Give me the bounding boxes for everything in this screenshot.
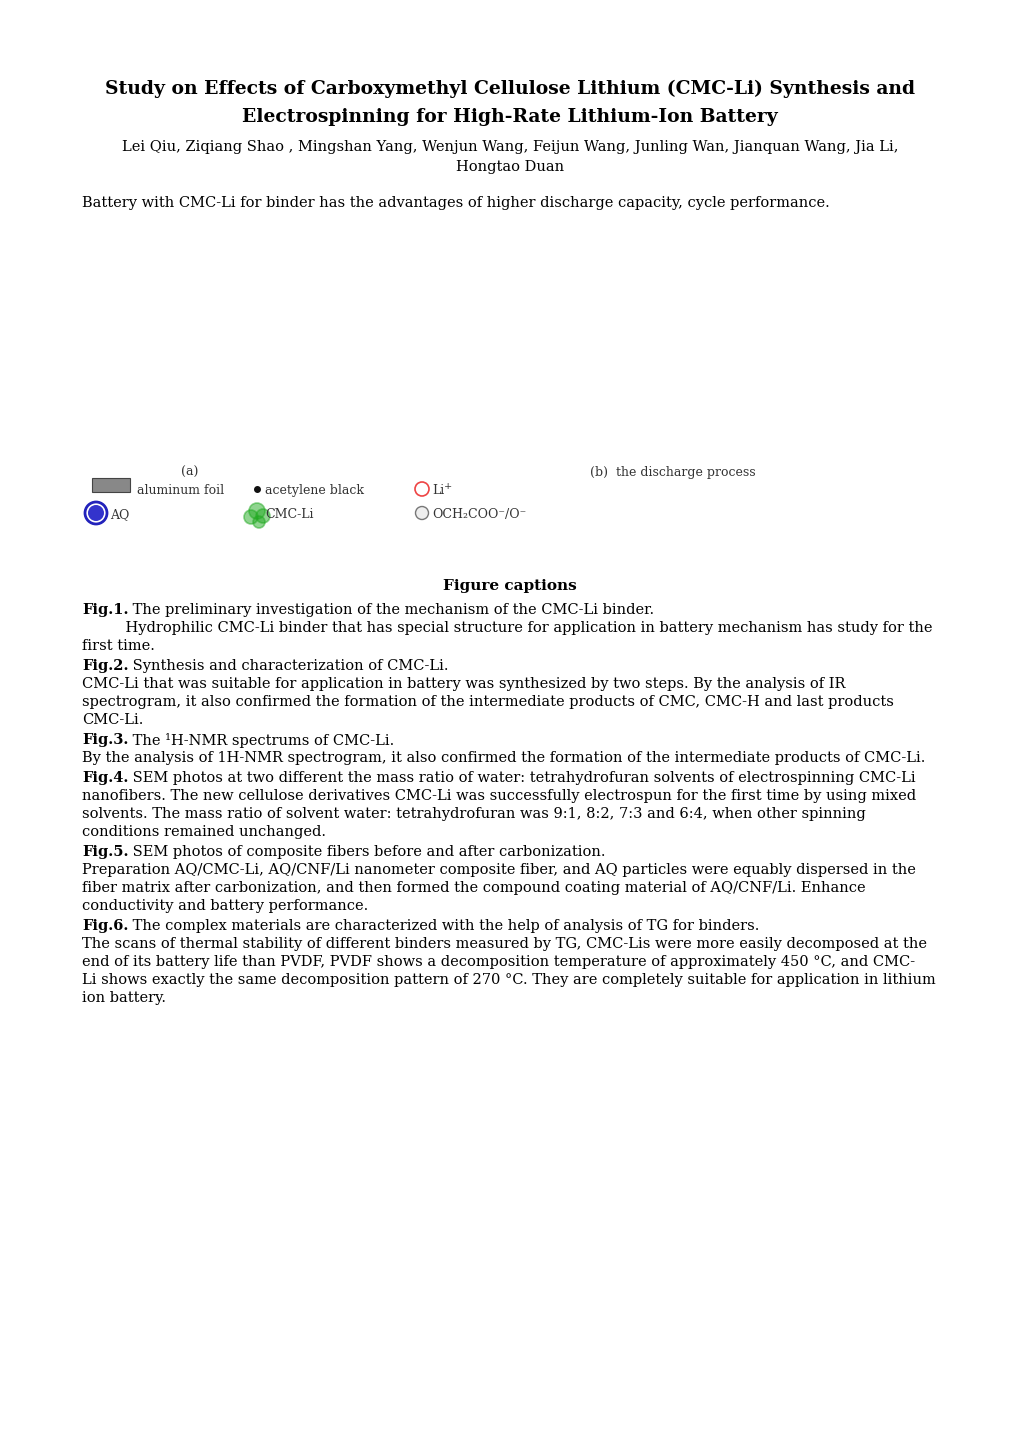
Text: (a): (a) — [181, 466, 199, 479]
Text: Fig.6.: Fig.6. — [82, 919, 128, 934]
Text: Electrospinning for High-Rate Lithium-Ion Battery: Electrospinning for High-Rate Lithium-Io… — [242, 108, 777, 126]
Bar — [82, 224, 937, 473]
Ellipse shape — [88, 505, 104, 521]
Text: Study on Effects of Carboxymethyl Cellulose Lithium (CMC-Li) Synthesis and: Study on Effects of Carboxymethyl Cellul… — [105, 79, 914, 98]
Ellipse shape — [244, 509, 258, 524]
Text: fiber matrix after carbonization, and then formed the compound coating material : fiber matrix after carbonization, and th… — [82, 882, 865, 895]
Text: conditions remained unchanged.: conditions remained unchanged. — [82, 825, 326, 838]
Text: nanofibers. The new cellulose derivatives CMC-Li was successfully electrospun fo: nanofibers. The new cellulose derivative… — [82, 789, 915, 802]
Text: The scans of thermal stability of different binders measured by TG, CMC-Lis were: The scans of thermal stability of differ… — [82, 937, 926, 951]
Text: The ¹H-NMR spectrums of CMC-Li.: The ¹H-NMR spectrums of CMC-Li. — [128, 733, 394, 747]
Text: acetylene black: acetylene black — [265, 483, 364, 496]
Text: +: + — [443, 482, 451, 491]
Text: Hydrophilic CMC-Li binder that has special structure for application in battery : Hydrophilic CMC-Li binder that has speci… — [107, 620, 931, 635]
Text: Battery with CMC-Li for binder has the advantages of higher discharge capacity, : Battery with CMC-Li for binder has the a… — [82, 196, 828, 211]
Text: ion battery.: ion battery. — [82, 991, 166, 1004]
Text: CMC-Li.: CMC-Li. — [82, 713, 144, 727]
Text: Fig.3.: Fig.3. — [82, 733, 128, 747]
Text: By the analysis of 1H-NMR spectrogram, it also confirmed the formation of the in: By the analysis of 1H-NMR spectrogram, i… — [82, 750, 924, 765]
Text: Fig.4.: Fig.4. — [82, 771, 128, 785]
Text: aluminum foil: aluminum foil — [137, 483, 224, 496]
Text: Li: Li — [432, 483, 444, 496]
Text: Fig.2.: Fig.2. — [82, 659, 128, 672]
Text: The preliminary investigation of the mechanism of the CMC-Li binder.: The preliminary investigation of the mec… — [128, 603, 654, 618]
Text: Li shows exactly the same decomposition pattern of 270 °C. They are completely s: Li shows exactly the same decomposition … — [82, 973, 934, 987]
Text: Figure captions: Figure captions — [442, 579, 577, 593]
Text: AQ: AQ — [110, 508, 129, 521]
Ellipse shape — [249, 504, 265, 519]
Text: first time.: first time. — [82, 639, 155, 654]
Bar — [92, 478, 129, 492]
Text: OCH₂COO⁻/O⁻: OCH₂COO⁻/O⁻ — [432, 508, 526, 521]
Ellipse shape — [415, 482, 429, 496]
Ellipse shape — [85, 502, 107, 524]
Text: The complex materials are characterized with the help of analysis of TG for bind: The complex materials are characterized … — [128, 919, 759, 934]
Text: CMC-Li: CMC-Li — [265, 508, 313, 521]
Text: Fig.1.: Fig.1. — [82, 603, 128, 618]
Text: conductivity and battery performance.: conductivity and battery performance. — [82, 899, 368, 913]
Ellipse shape — [415, 506, 428, 519]
Text: Synthesis and characterization of CMC-Li.: Synthesis and characterization of CMC-Li… — [128, 659, 448, 672]
Ellipse shape — [256, 509, 270, 522]
Text: SEM photos at two different the mass ratio of water: tetrahydrofuran solvents of: SEM photos at two different the mass rat… — [128, 771, 915, 785]
Text: solvents. The mass ratio of solvent water: tetrahydrofuran was 9:1, 8:2, 7:3 and: solvents. The mass ratio of solvent wate… — [82, 807, 865, 821]
Text: Hongtao Duan: Hongtao Duan — [455, 160, 564, 175]
Text: Preparation AQ/CMC-Li, AQ/CNF/Li nanometer composite fiber, and AQ particles wer: Preparation AQ/CMC-Li, AQ/CNF/Li nanomet… — [82, 863, 915, 877]
Text: end of its battery life than PVDF, PVDF shows a decomposition temperature of app: end of its battery life than PVDF, PVDF … — [82, 955, 914, 970]
Text: (b)  the discharge process: (b) the discharge process — [589, 466, 755, 479]
Text: spectrogram, it also confirmed the formation of the intermediate products of CMC: spectrogram, it also confirmed the forma… — [82, 696, 893, 709]
Text: SEM photos of composite fibers before and after carbonization.: SEM photos of composite fibers before an… — [128, 846, 605, 859]
Text: Fig.5.: Fig.5. — [82, 846, 128, 859]
Text: Lei Qiu, Ziqiang Shao , Mingshan Yang, Wenjun Wang, Feijun Wang, Junling Wan, Ji: Lei Qiu, Ziqiang Shao , Mingshan Yang, W… — [121, 140, 898, 154]
Text: CMC-Li that was suitable for application in battery was synthesized by two steps: CMC-Li that was suitable for application… — [82, 677, 845, 691]
Ellipse shape — [253, 517, 265, 528]
